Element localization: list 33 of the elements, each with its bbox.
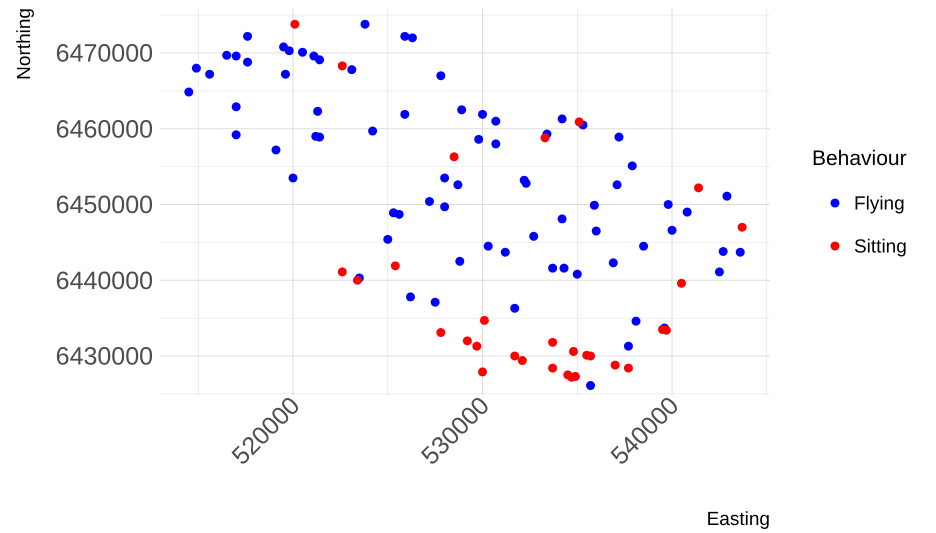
point bbox=[738, 222, 747, 232]
point bbox=[436, 328, 446, 338]
y-tick-label: 6450000 bbox=[56, 191, 153, 220]
point bbox=[478, 367, 488, 376]
point bbox=[462, 336, 472, 346]
y-tick-label: 6470000 bbox=[56, 40, 153, 68]
point bbox=[390, 261, 400, 270]
point bbox=[290, 20, 300, 29]
point bbox=[518, 356, 527, 366]
y-axis-title: Northing bbox=[14, 8, 35, 80]
y-tick-label: 6460000 bbox=[56, 115, 153, 144]
point bbox=[548, 338, 558, 347]
point bbox=[568, 346, 578, 356]
point bbox=[574, 117, 584, 126]
point bbox=[472, 342, 482, 351]
point bbox=[624, 364, 633, 373]
legend-label: Flying bbox=[854, 194, 905, 215]
x-axis-title: Easting bbox=[706, 509, 770, 530]
point bbox=[338, 61, 347, 70]
point bbox=[352, 276, 362, 285]
point bbox=[540, 133, 550, 142]
point bbox=[694, 183, 704, 192]
legend-title: Behaviour bbox=[812, 147, 907, 170]
point bbox=[480, 316, 489, 325]
legend-label: Sitting bbox=[854, 236, 907, 258]
point bbox=[450, 152, 459, 162]
y-tick-label: 6440000 bbox=[56, 266, 153, 295]
point bbox=[610, 360, 620, 370]
point bbox=[510, 351, 520, 360]
point bbox=[548, 364, 558, 373]
y-tick-label: 6430000 bbox=[56, 342, 153, 371]
point bbox=[676, 278, 686, 288]
point bbox=[338, 267, 347, 276]
